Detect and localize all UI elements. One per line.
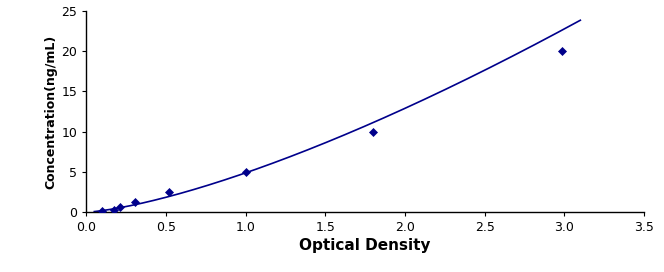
- X-axis label: Optical Density: Optical Density: [299, 238, 431, 253]
- Y-axis label: Concentration(ng/mL): Concentration(ng/mL): [44, 34, 57, 189]
